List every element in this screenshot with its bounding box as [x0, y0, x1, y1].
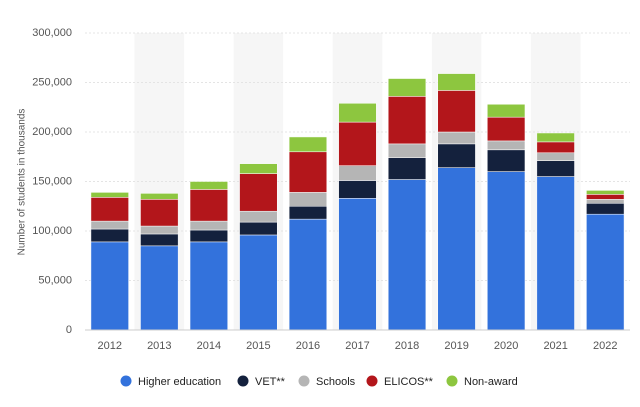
bar-segment: [536, 152, 575, 161]
bar-segment: [189, 229, 228, 243]
bar-segment: [90, 197, 129, 222]
bar-segment: [437, 143, 476, 168]
legend-label: Non-award: [464, 376, 518, 388]
bar-segment: [487, 116, 526, 142]
bar-segment: [536, 176, 575, 331]
legend-label: VET**: [255, 376, 286, 388]
bar-segment: [288, 206, 328, 220]
bar-segment: [338, 180, 377, 199]
bar-segment: [387, 179, 427, 331]
bar-segment: [586, 190, 625, 195]
legend-swatch: [298, 375, 310, 387]
y-axis-title: Number of students in thousands: [17, 109, 28, 256]
bar-segment: [437, 131, 476, 145]
bar-segment: [487, 149, 526, 172]
bar-segment: [90, 228, 129, 243]
bar-segment: [338, 103, 377, 123]
bar-segment: [90, 192, 129, 198]
bar-segment: [288, 136, 328, 153]
legend-swatch: [366, 375, 378, 387]
y-tick-label: 200,000: [32, 126, 72, 138]
bar-segment: [90, 220, 129, 230]
y-tick-label: 300,000: [32, 27, 72, 39]
y-tick-label: 0: [66, 324, 72, 336]
legend-swatch: [120, 375, 132, 387]
x-tick-label: 2017: [345, 340, 369, 352]
bar-segment: [189, 181, 228, 190]
bar-segment: [140, 193, 179, 200]
bar-segment: [338, 198, 377, 331]
bar-segment: [288, 192, 328, 207]
bar-segment: [487, 140, 526, 151]
bar-segment: [586, 199, 625, 204]
bar-segment: [586, 194, 625, 200]
bar-segment: [288, 218, 328, 331]
legend-swatch: [446, 375, 458, 387]
bar-segment: [536, 141, 575, 154]
legend-label: Higher education: [138, 376, 221, 388]
x-tick-label: 2016: [296, 340, 320, 352]
bar-segment: [288, 151, 328, 193]
bar-segment: [586, 203, 625, 215]
bar-segment: [239, 221, 278, 236]
bar-segment: [189, 220, 228, 231]
y-tick-label: 100,000: [32, 225, 72, 237]
bar-segment: [239, 234, 278, 331]
x-tick-label: 2014: [197, 340, 221, 352]
x-tick-label: 2015: [246, 340, 270, 352]
bar-segment: [437, 73, 476, 91]
bar-segment: [387, 96, 427, 145]
bar-segment: [487, 104, 526, 118]
x-tick-label: 2018: [395, 340, 419, 352]
x-tick-label: 2019: [444, 340, 468, 352]
bar-segment: [140, 199, 179, 227]
bar-segment: [239, 173, 278, 212]
bar-segment: [189, 189, 228, 222]
bar-segment: [387, 143, 427, 158]
bar-segment: [140, 225, 179, 235]
bar-segment: [487, 171, 526, 331]
x-tick-label: 2022: [593, 340, 617, 352]
bar-segment: [586, 213, 625, 331]
y-tick-label: 250,000: [32, 76, 72, 88]
x-tick-label: 2021: [543, 340, 567, 352]
bar-segment: [387, 157, 427, 180]
bar-segment: [536, 132, 575, 143]
bar-segment: [90, 241, 129, 331]
legend-swatch: [237, 375, 249, 387]
bar-segment: [140, 233, 179, 247]
bar-segment: [387, 78, 427, 97]
bar-segment: [140, 245, 179, 331]
bar-segment: [437, 167, 476, 331]
legend-label: ELICOS**: [384, 376, 434, 388]
legend: Higher education VET** Schools ELICOS** Non-…: [120, 375, 518, 388]
legend-label: Schools: [316, 376, 356, 388]
bar-segment: [338, 121, 377, 166]
y-tick-label: 50,000: [38, 274, 72, 286]
y-tick-label: 150,000: [32, 175, 72, 187]
x-tick-label: 2013: [147, 340, 171, 352]
x-tick-label: 2012: [98, 340, 122, 352]
bar-segment: [239, 163, 278, 174]
bar-segment: [536, 160, 575, 177]
bar-segment: [239, 210, 278, 223]
bar-segment: [338, 165, 377, 181]
bar-segment: [437, 90, 476, 133]
bar-segment: [189, 241, 228, 331]
x-tick-label: 2020: [494, 340, 518, 352]
